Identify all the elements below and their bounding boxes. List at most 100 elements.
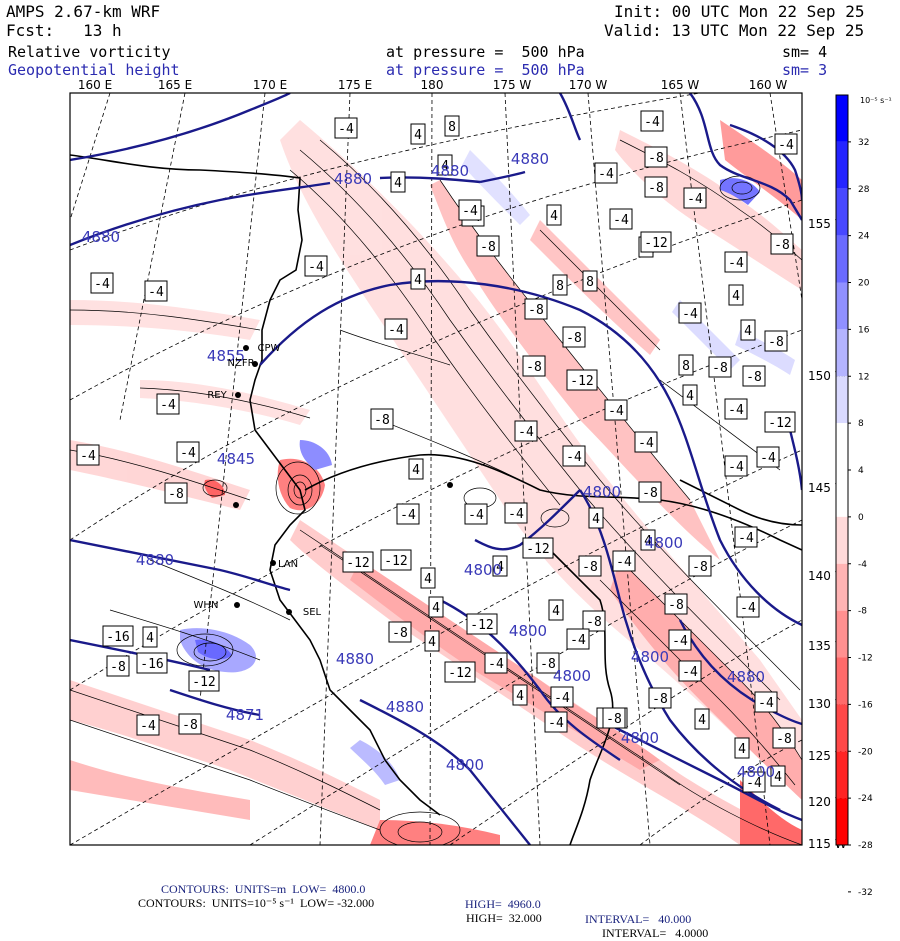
vorticity-value-label: -4	[562, 445, 586, 467]
height-contour-label: 4800	[464, 561, 502, 579]
vorticity-value-label: -4	[742, 771, 766, 793]
colorbar-tick-label: -4	[858, 560, 867, 570]
colorbar-swatch	[836, 798, 848, 845]
colorbar-swatch	[836, 141, 848, 189]
height-contour-label: 4880	[727, 668, 765, 686]
svg-text:-4: -4	[687, 192, 703, 207]
colorbar-tick-label: 8	[858, 419, 864, 429]
vorticity-value-label: -4	[736, 596, 760, 618]
height-labels: 4880 4880 4880 4880 4855 4845 4880 4880 4880 4800…	[82, 150, 775, 781]
vorticity-value-label: -4	[668, 629, 692, 651]
svg-text:-16: -16	[106, 630, 129, 645]
vorticity-value-label: 8	[444, 115, 460, 137]
svg-text:-4: -4	[778, 138, 794, 153]
colorbar-swatch	[836, 751, 848, 799]
svg-text:-4: -4	[518, 425, 534, 440]
svg-text:-8: -8	[692, 560, 708, 575]
vorticity-value-label: 4	[424, 630, 440, 652]
svg-text:4: 4	[774, 770, 782, 785]
svg-text:-4: -4	[180, 446, 196, 461]
field2-level: at pressure = 500 hPa	[386, 61, 585, 79]
vorticity-value-label: 4	[740, 319, 756, 341]
vorticity-value-label: 4	[512, 684, 528, 706]
longitude-label: 165 W	[661, 78, 700, 92]
svg-text:-8: -8	[182, 718, 198, 733]
vorticity-value-label: -12	[188, 670, 220, 692]
vorticity-value-label: -4	[136, 714, 160, 736]
svg-text:-8: -8	[648, 151, 664, 166]
map-frame	[69, 92, 803, 846]
svg-text:-8: -8	[768, 335, 784, 350]
vorticity-value-label: -12	[466, 613, 498, 635]
field1-name: Relative vorticity	[8, 43, 171, 61]
vorticity-value-label: -8	[524, 298, 548, 320]
colorbar-tick-label: 20	[858, 279, 870, 289]
height-contour-label: 4880	[336, 650, 374, 668]
svg-text:-8: -8	[606, 712, 622, 727]
svg-text:-12: -12	[768, 416, 791, 431]
vorticity-value-label: -12	[764, 411, 796, 433]
vorticity-value-label: 4	[428, 596, 444, 618]
svg-text:-4: -4	[508, 507, 524, 522]
colorbar-tick-label: 12	[858, 372, 869, 382]
svg-text:4: 4	[738, 742, 746, 757]
vorticity-value-label: -4	[774, 133, 798, 155]
vorticity-value-label: -4	[90, 272, 114, 294]
vorticity-value-label: 8	[582, 270, 598, 292]
model-title: AMPS 2.67-km WRF	[6, 2, 161, 21]
svg-text:4: 4	[394, 176, 402, 191]
vorticity-value-label: -8	[648, 687, 672, 709]
vorticity-value-label: -4	[754, 691, 778, 713]
svg-text:-4: -4	[94, 277, 110, 292]
svg-text:-4: -4	[746, 776, 762, 791]
vorticity-value-label: -4	[458, 199, 482, 221]
footer-vorticity-high: HIGH= 32.000	[466, 911, 542, 925]
svg-text:-16: -16	[140, 657, 163, 672]
colorbar-swatch	[836, 329, 848, 377]
station-label: SEL	[303, 607, 322, 618]
vorticity-value-label: -4	[683, 187, 707, 209]
vorticity-value-label: -4	[724, 455, 748, 477]
svg-text:-4: -4	[308, 260, 324, 275]
svg-text:4: 4	[732, 289, 740, 304]
vorticity-value-label: -8	[370, 408, 394, 430]
colorbar-tick-label: -20	[858, 747, 873, 757]
svg-text:-12: -12	[346, 556, 369, 571]
vorticity-value-label: 8	[678, 354, 694, 376]
svg-text:4: 4	[592, 512, 600, 527]
height-contour-label: 4880	[82, 228, 120, 246]
svg-text:-4: -4	[608, 404, 624, 419]
svg-text:-8: -8	[746, 370, 762, 385]
svg-text:-8: -8	[652, 692, 668, 707]
svg-text:-8: -8	[774, 238, 790, 253]
svg-text:-8: -8	[586, 615, 602, 630]
vorticity-value-label: -8	[644, 146, 668, 168]
colorbar-swatch	[836, 95, 848, 142]
svg-text:-4: -4	[462, 204, 478, 219]
vorticity-value-label: -4	[634, 431, 658, 453]
longitude-label: 175 W	[493, 78, 532, 92]
vorticity-value-label: -4	[612, 550, 636, 572]
vorticity-value-label: 8	[552, 274, 568, 296]
colorbar-swatch	[836, 657, 848, 705]
svg-text:-4: -4	[566, 450, 582, 465]
svg-text:-8: -8	[712, 361, 728, 376]
height-contour-label: 4880	[136, 551, 174, 569]
station-label: REY	[207, 390, 227, 401]
vorticity-value-label: 4	[548, 599, 564, 621]
vorticity-value-label: -12	[444, 661, 476, 683]
svg-text:-4: -4	[613, 213, 629, 228]
height-contour-label: 4800	[645, 534, 683, 552]
height-contour-label: 4880	[334, 170, 372, 188]
colorbar: 10⁻⁵ s⁻¹ 32 28 24 20 16 12 8 4 0 -4 -8 -12 -16 -20 -24 -…	[835, 94, 892, 898]
vorticity-value-label: -8	[164, 482, 188, 504]
colorbar-unit: 10⁻⁵ s⁻¹	[860, 96, 892, 105]
svg-text:-8: -8	[168, 487, 184, 502]
valid-time: Valid: 13 UTC Mon 22 Sep 25	[604, 21, 865, 40]
vorticity-value-label: 4	[410, 268, 426, 290]
vorticity-value-label: -8	[536, 652, 560, 674]
svg-text:4: 4	[744, 324, 752, 339]
colorbar-tick-label: -32	[858, 888, 873, 898]
vorticity-value-label: -12	[640, 231, 672, 253]
colorbar-swatch	[836, 235, 848, 283]
